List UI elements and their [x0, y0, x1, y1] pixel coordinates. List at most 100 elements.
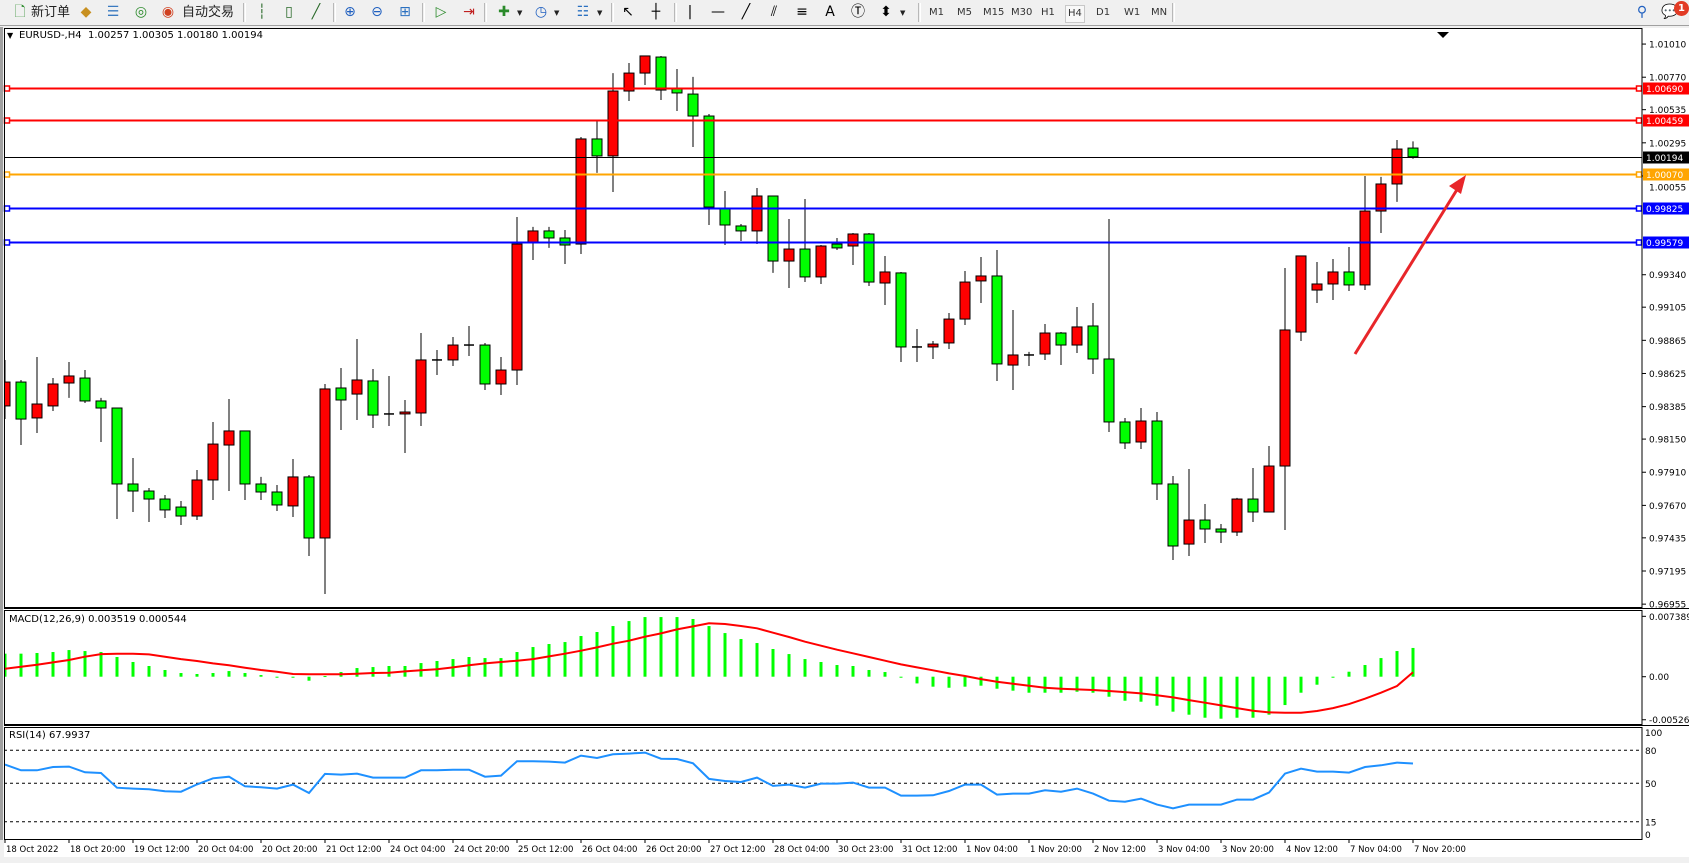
timeframe-mn[interactable]: MN [1151, 7, 1168, 18]
macd-histogram-bar [771, 649, 775, 677]
macd-histogram-bar [227, 671, 231, 677]
time-tick-label: 28 Oct 04:00 [774, 845, 829, 855]
new-order-button[interactable]: 新订单 [31, 5, 71, 20]
text-label-icon[interactable]: Ⓣ [851, 4, 865, 20]
horizontal-line-icon[interactable]: — [711, 4, 725, 20]
price-tick-label: 0.97435 [1649, 534, 1686, 544]
time-tick-label: 19 Oct 12:00 [134, 845, 189, 855]
candle-body-bear [143, 490, 155, 500]
candle-body-bear [479, 344, 491, 385]
timeframe-h1[interactable]: H1 [1041, 7, 1055, 18]
bar-chart-icon[interactable]: ┆ [257, 4, 267, 20]
line-handle-left [3, 239, 11, 246]
timeframe-d1[interactable]: D1 [1096, 7, 1111, 18]
auto-trading-icon[interactable]: ◉ [161, 4, 175, 20]
candlestick-icon[interactable]: ▯ [285, 4, 293, 20]
time-tick-label: 4 Nov 12:00 [1286, 845, 1338, 855]
toolbar-separator [484, 3, 487, 22]
arrows-icon[interactable]: ⬍ [880, 4, 892, 20]
candle [1183, 469, 1195, 556]
periods-icon[interactable]: ◷ [534, 4, 548, 20]
price-label-bg [1643, 236, 1689, 249]
candle [239, 430, 251, 500]
price-tick-label: 1.00770 [1649, 74, 1686, 84]
candle [1295, 255, 1307, 342]
candle [1263, 445, 1275, 513]
chevron-down-icon[interactable]: ▼ [597, 9, 603, 17]
candle-body-bull [1359, 210, 1371, 286]
auto-trading-button[interactable]: 自动交易 [182, 5, 235, 20]
line-handle-right [1635, 239, 1643, 246]
history-center-icon[interactable]: ◆ [80, 4, 92, 20]
candle [223, 399, 235, 492]
autoscroll-icon[interactable]: ▷ [435, 4, 447, 20]
indicators-icon[interactable]: ✚ [498, 4, 510, 20]
macd-histogram-bar [1283, 676, 1287, 706]
candle-body-bear [895, 272, 907, 348]
cursor-icon[interactable]: ↖ [622, 4, 634, 20]
candle [432, 350, 442, 375]
time-tick-label: 1 Nov 04:00 [966, 845, 1018, 855]
text-icon[interactable]: A [825, 4, 835, 20]
chart-menu-triangle-icon[interactable]: ▼ [7, 31, 14, 40]
macd-histogram-bar [1235, 676, 1239, 718]
candle-body-bull [207, 443, 219, 481]
macd-histogram-bar [835, 665, 839, 677]
new-order-icon[interactable]: 🗋 [14, 4, 26, 20]
horizontal-line-price-label: 0.99825 [1646, 205, 1683, 215]
macd-histogram-bar [147, 665, 151, 677]
macd-histogram-bar [739, 639, 743, 677]
candle [495, 357, 507, 396]
toolbar: 🗋 新订单 ◆ ☰ ◎ ◉ 自动交易 ┆ ▯ ╱ ⊕ ⊖ ⊞ ▷ ⇥ ✚ ▼ ◷… [0, 0, 1689, 26]
macd-histogram-bar [1363, 665, 1367, 677]
candle-body-bear [1215, 528, 1227, 533]
candle [319, 383, 331, 595]
candle-body-bear [1407, 147, 1419, 158]
chevron-down-icon[interactable]: ▼ [517, 9, 523, 17]
candle [751, 187, 763, 245]
timeframe-m30[interactable]: M30 [1011, 7, 1033, 18]
candle-body-bear [367, 380, 379, 416]
line-chart-icon[interactable]: ╱ [311, 4, 321, 20]
candle-body-bear [1247, 498, 1259, 513]
candle-body-bull [639, 55, 651, 74]
chart-shift-icon[interactable]: ⇥ [463, 4, 475, 20]
timeframe-m1[interactable]: M1 [929, 7, 944, 18]
zoom-out-icon[interactable]: ⊖ [371, 4, 383, 20]
candle [175, 500, 187, 525]
vertical-line-icon[interactable]: | [687, 4, 693, 20]
signals-icon[interactable]: ◎ [134, 4, 148, 20]
crosshair-icon[interactable]: ┼ [651, 4, 661, 20]
candle-body-bear [335, 387, 347, 401]
search-icon[interactable]: ⚲ [1636, 4, 1648, 20]
tile-windows-icon[interactable]: ⊞ [399, 4, 411, 20]
candle [607, 73, 619, 192]
fibonacci-expansion-icon[interactable]: ⫽ [770, 4, 778, 20]
timeframe-w1[interactable]: W1 [1124, 7, 1141, 18]
candle [783, 219, 795, 288]
macd-histogram-bar [1155, 676, 1159, 706]
candle-body-bear [1199, 519, 1211, 530]
macd-histogram-bar [307, 676, 311, 681]
fibonacci-retracement-icon[interactable]: ≡ [796, 4, 808, 20]
pane-frames [0, 28, 1689, 863]
timeframe-h4[interactable]: H4 [1065, 5, 1085, 23]
macd-pane: 0.007389 0.00 -0.005269 [4, 613, 1689, 726]
market-watch-icon[interactable]: ☰ [106, 4, 120, 20]
chevron-down-icon[interactable]: ▼ [900, 9, 906, 17]
macd-histogram-bar [4, 653, 7, 677]
candle-body-bull [1039, 332, 1051, 355]
timeframe-m5[interactable]: M5 [957, 7, 972, 18]
chevron-down-icon[interactable]: ▼ [554, 9, 560, 17]
price-tick-label: 1.00535 [1649, 106, 1686, 116]
candle-body-bull [1183, 519, 1195, 545]
timeframe-m15[interactable]: M15 [983, 7, 1005, 18]
zoom-in-icon[interactable]: ⊕ [344, 4, 356, 20]
macd-histogram-bar [723, 633, 727, 677]
trendline-icon[interactable]: ╱ [741, 4, 751, 20]
macd-histogram-bar [915, 676, 919, 684]
horizontal-line-price-label: 1.00459 [1646, 117, 1683, 127]
macd-histogram-bar [467, 657, 471, 677]
templates-icon[interactable]: ☷ [576, 4, 590, 20]
